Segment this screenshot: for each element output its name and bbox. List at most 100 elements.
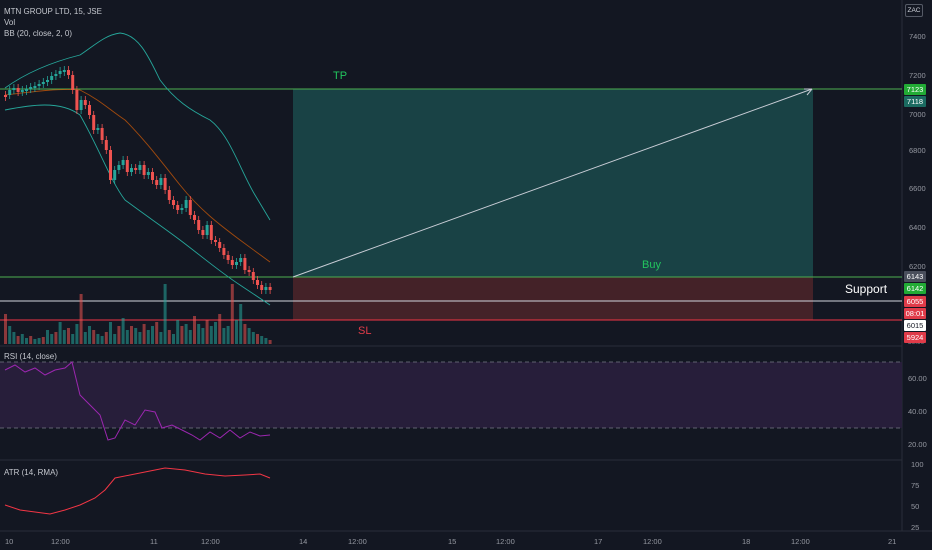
candle-body bbox=[226, 255, 230, 260]
candle-body bbox=[58, 71, 62, 74]
bar-countdown-tag: 08:01 bbox=[904, 308, 926, 319]
candle-body bbox=[71, 75, 75, 90]
candle-body bbox=[222, 248, 226, 255]
time-tick: 10 bbox=[5, 537, 14, 546]
candle-body bbox=[4, 95, 7, 97]
candle-body bbox=[121, 160, 125, 165]
volume-bar bbox=[104, 332, 108, 344]
volume-bar bbox=[92, 330, 96, 344]
volume-bar bbox=[109, 322, 112, 344]
volume-bar bbox=[20, 334, 24, 344]
candle-body bbox=[113, 170, 117, 180]
candle-body bbox=[20, 90, 24, 92]
volume-bar bbox=[226, 326, 230, 344]
time-tick: 12:00 bbox=[201, 537, 220, 546]
candle-body bbox=[16, 88, 20, 92]
volume-bar bbox=[197, 324, 201, 344]
volume-bar bbox=[83, 332, 87, 344]
candle-body bbox=[29, 87, 33, 89]
support-price-tag: 6055 bbox=[904, 296, 926, 307]
volume-bar bbox=[100, 336, 104, 344]
volume-bar bbox=[16, 336, 20, 344]
candle-body bbox=[230, 260, 234, 265]
volume-bar bbox=[46, 330, 49, 344]
candle-body bbox=[151, 172, 154, 180]
volume-bar bbox=[184, 324, 188, 344]
time-tick: 12:00 bbox=[348, 537, 367, 546]
volume-bar bbox=[247, 328, 251, 344]
candle-body bbox=[125, 160, 129, 172]
candle-body bbox=[142, 165, 146, 175]
time-tick: 17 bbox=[594, 537, 603, 546]
atr-line bbox=[4, 467, 271, 515]
volume-bar bbox=[172, 334, 175, 344]
candle-body bbox=[218, 242, 222, 248]
candle-body bbox=[100, 128, 104, 140]
candle-body bbox=[54, 74, 58, 76]
candle-body bbox=[172, 200, 175, 205]
candle-body bbox=[155, 180, 159, 185]
atr-tick: 75 bbox=[911, 481, 920, 490]
candle-body bbox=[134, 168, 138, 170]
candle-body bbox=[201, 230, 205, 235]
candle-body bbox=[92, 115, 96, 130]
time-tick: 12:00 bbox=[51, 537, 70, 546]
candle-body bbox=[256, 280, 259, 285]
volume-bar bbox=[176, 320, 180, 344]
symbol-legend: MTN GROUP LTD, 15, JSE bbox=[4, 7, 102, 16]
tp-price-tag-alt: 7118 bbox=[904, 96, 926, 107]
sl-label[interactable]: SL bbox=[358, 325, 372, 337]
volume-bar bbox=[121, 318, 125, 344]
stop-price-tag: 5924 bbox=[904, 332, 926, 343]
volume-bar bbox=[79, 294, 83, 344]
tp-label[interactable]: TP bbox=[333, 70, 348, 82]
time-tick: 12:00 bbox=[496, 537, 515, 546]
arrow-head bbox=[804, 88, 813, 96]
projection-line bbox=[292, 88, 813, 278]
price-tick: 7000 bbox=[909, 110, 926, 119]
atr-tick: 100 bbox=[911, 460, 924, 469]
atr-tick: 50 bbox=[911, 502, 920, 511]
rsi-tick: 60.00 bbox=[908, 374, 927, 383]
candle-body bbox=[184, 200, 188, 208]
candle-body bbox=[193, 215, 196, 220]
candle-body bbox=[25, 89, 28, 91]
candle-body bbox=[50, 76, 54, 80]
atr-tick: 25 bbox=[911, 523, 920, 532]
price-tick: 7200 bbox=[909, 71, 926, 80]
volume-bar bbox=[205, 320, 209, 344]
candle-body bbox=[67, 70, 70, 75]
volume-bar bbox=[146, 330, 150, 344]
bb-basis bbox=[4, 89, 271, 263]
buy-label[interactable]: Buy bbox=[642, 259, 661, 271]
volume-bar bbox=[8, 326, 12, 344]
currency-button[interactable]: ZAC bbox=[905, 4, 923, 17]
candle-body bbox=[8, 90, 12, 95]
volume-bar bbox=[193, 316, 196, 344]
price-tick: 6400 bbox=[909, 223, 926, 232]
last-price-tag: 6015 bbox=[904, 320, 926, 331]
volume-bar bbox=[54, 332, 58, 344]
candle-body bbox=[176, 205, 180, 210]
support-label[interactable]: Support bbox=[845, 282, 888, 296]
bb-lower bbox=[4, 104, 271, 306]
volume-bar bbox=[222, 328, 226, 344]
candle-body bbox=[214, 240, 217, 242]
time-tick: 18 bbox=[742, 537, 751, 546]
candle-body bbox=[138, 165, 142, 170]
candle-body bbox=[205, 225, 209, 235]
tp-price-tag: 7123 bbox=[904, 84, 926, 95]
time-tick: 11 bbox=[150, 537, 158, 546]
volume-bar bbox=[37, 338, 41, 344]
volume-bar bbox=[88, 326, 91, 344]
rsi-tick: 20.00 bbox=[908, 440, 927, 449]
volume-bar bbox=[67, 328, 70, 344]
volume-bar bbox=[125, 330, 129, 344]
candle-body bbox=[197, 220, 201, 230]
volume-bar bbox=[201, 328, 205, 344]
volume-bar bbox=[12, 332, 16, 344]
volume-bar bbox=[218, 314, 222, 344]
candle-body bbox=[264, 287, 268, 290]
volume-bar bbox=[96, 334, 100, 344]
